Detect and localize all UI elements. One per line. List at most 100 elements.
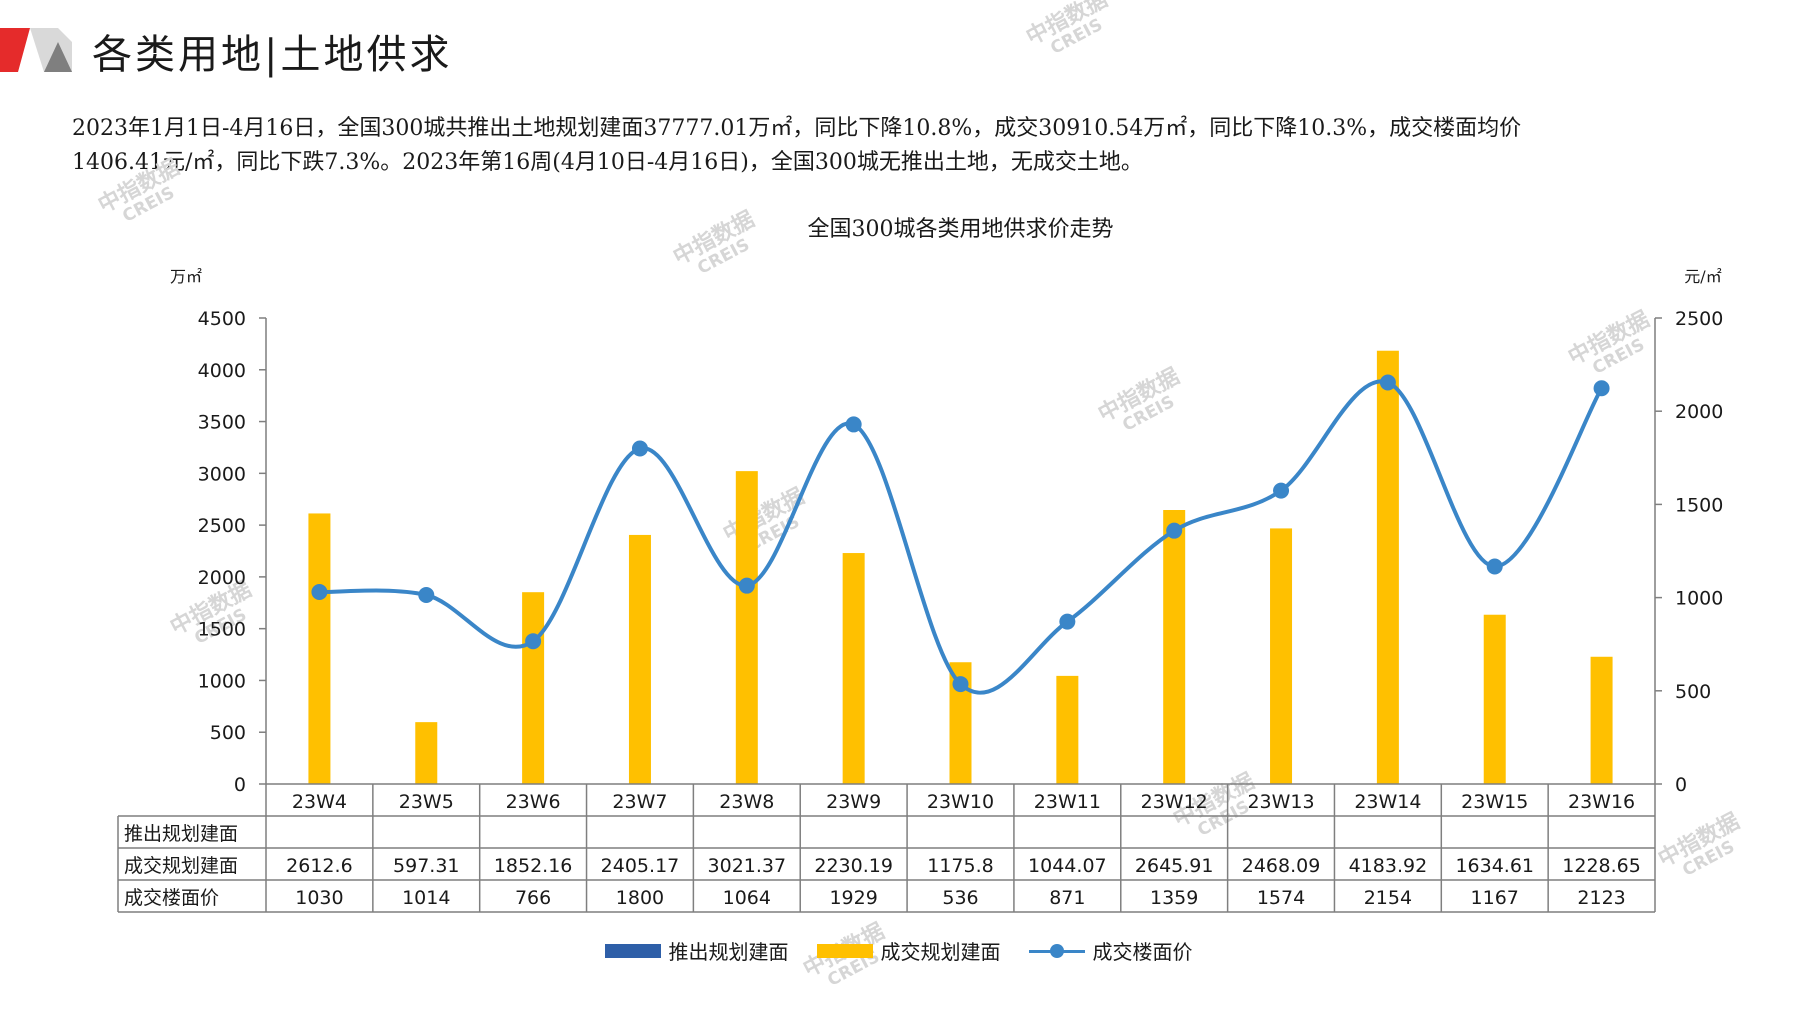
data-label: 2468.09 (1242, 855, 1321, 877)
data-label: 1030 (295, 887, 343, 909)
x-tick-label: 23W7 (612, 791, 667, 813)
data-label: 4183.92 (1349, 855, 1428, 877)
chart-legend: 推出规划建面 成交规划建面 成交楼面价 (0, 936, 1797, 965)
legend-swatch-deal (816, 943, 873, 958)
bar-deal (1056, 675, 1079, 784)
data-label: 1634.61 (1455, 855, 1534, 877)
point-price (525, 633, 542, 650)
point-price (311, 584, 328, 601)
y-left-tick-label: 4500 (198, 308, 246, 330)
point-price (631, 440, 648, 457)
summary-text: 2023年1月1日-4月16日，全国300城共推出土地规划建面37777.01万… (72, 112, 1752, 180)
point-price (1166, 522, 1183, 539)
data-label: 2612.6 (286, 855, 352, 877)
summary-line-2: 1406.41元/㎡，同比下跌7.3%。2023年第16周(4月10日-4月16… (72, 150, 1143, 175)
y-right-tick-label: 500 (1675, 681, 1711, 703)
data-label: 1852.16 (494, 855, 573, 877)
bar-deal (308, 513, 331, 784)
data-label: 2405.17 (601, 855, 680, 877)
table-row-header: 成交规划建面 (124, 855, 238, 877)
data-label: 1359 (1150, 887, 1198, 909)
data-label: 766 (515, 887, 551, 909)
data-label: 1167 (1471, 887, 1519, 909)
table-row-header: 成交楼面价 (124, 887, 219, 909)
x-tick-label: 23W6 (506, 791, 561, 813)
bar-deal (415, 722, 438, 784)
data-label: 1044.07 (1028, 855, 1107, 877)
point-price (1593, 380, 1610, 397)
data-label: 2645.91 (1135, 855, 1214, 877)
bar-deal (1376, 350, 1399, 784)
data-label: 597.31 (393, 855, 459, 877)
y-left-tick-label: 3500 (198, 412, 246, 434)
y-left-tick-label: 2500 (198, 515, 246, 537)
point-price (738, 577, 755, 594)
legend-swatch-price (1028, 943, 1085, 958)
brand-logo-icon (0, 28, 72, 72)
data-label: 1574 (1257, 887, 1305, 909)
data-label: 2230.19 (814, 855, 893, 877)
x-tick-label: 23W16 (1568, 791, 1635, 813)
point-price (1059, 613, 1076, 630)
data-label: 2154 (1364, 887, 1412, 909)
data-label: 1800 (616, 887, 664, 909)
data-label: 536 (942, 887, 978, 909)
x-tick-label: 23W15 (1461, 791, 1528, 813)
x-tick-label: 23W8 (719, 791, 774, 813)
point-price (1273, 482, 1290, 499)
data-label: 2123 (1577, 887, 1625, 909)
x-tick-label: 23W13 (1247, 791, 1314, 813)
legend-label-price: 成交楼面价 (1092, 940, 1193, 964)
summary-line-1: 2023年1月1日-4月16日，全国300城共推出土地规划建面37777.01万… (72, 116, 1522, 141)
legend-label-deal: 成交规划建面 (880, 940, 1001, 964)
y-right-tick-label: 1000 (1675, 588, 1723, 610)
bar-deal (1163, 510, 1186, 784)
x-tick-label: 23W11 (1034, 791, 1101, 813)
point-price (952, 676, 969, 693)
bar-deal (735, 471, 758, 784)
table-row-header: 推出规划建面 (124, 823, 238, 845)
y-left-tick-label: 4000 (198, 360, 246, 382)
bar-deal (1270, 528, 1293, 784)
legend-item-deal: 成交规划建面 (816, 936, 1001, 965)
data-label: 1014 (402, 887, 450, 909)
bar-deal (1590, 656, 1613, 784)
line-price (319, 379, 1604, 695)
y-right-tick-label: 2000 (1675, 401, 1723, 423)
point-price (1486, 558, 1503, 575)
y-right-unit: 元/㎡ (1684, 267, 1721, 286)
y-left-tick-label: 1000 (198, 670, 246, 692)
page-title: 各类用地|土地供求 (92, 32, 453, 78)
point-price (845, 416, 862, 433)
x-tick-label: 23W10 (927, 791, 994, 813)
y-right-tick-label: 1500 (1675, 494, 1723, 516)
x-tick-label: 23W4 (292, 791, 347, 813)
point-price (1379, 374, 1396, 391)
y-left-tick-label: 2000 (198, 567, 246, 589)
legend-label-supply: 推出规划建面 (668, 940, 789, 964)
data-label: 1228.65 (1562, 855, 1641, 877)
point-price (418, 586, 435, 603)
bar-deal (522, 592, 545, 784)
bar-deal (628, 534, 651, 784)
y-right-tick-label: 2500 (1675, 308, 1723, 330)
x-tick-label: 23W12 (1141, 791, 1208, 813)
x-tick-label: 23W9 (826, 791, 881, 813)
bar-deal (949, 662, 972, 784)
data-label: 871 (1049, 887, 1085, 909)
legend-swatch-supply (604, 943, 661, 958)
data-label: 1064 (723, 887, 771, 909)
y-left-tick-label: 500 (210, 722, 246, 744)
chart-title: 全国300城各类用地供求价走势 (808, 217, 1114, 242)
legend-item-price: 成交楼面价 (1028, 936, 1193, 965)
data-label: 1175.8 (927, 855, 993, 877)
y-left-unit: 万㎡ (170, 267, 202, 286)
bar-deal (842, 553, 865, 784)
y-right-tick-label: 0 (1675, 774, 1687, 796)
data-label: 3021.37 (708, 855, 787, 877)
y-left-tick-label: 3000 (198, 463, 246, 485)
y-left-tick-label: 1500 (198, 619, 246, 641)
bar-deal (1483, 614, 1506, 784)
data-label: 1929 (829, 887, 877, 909)
